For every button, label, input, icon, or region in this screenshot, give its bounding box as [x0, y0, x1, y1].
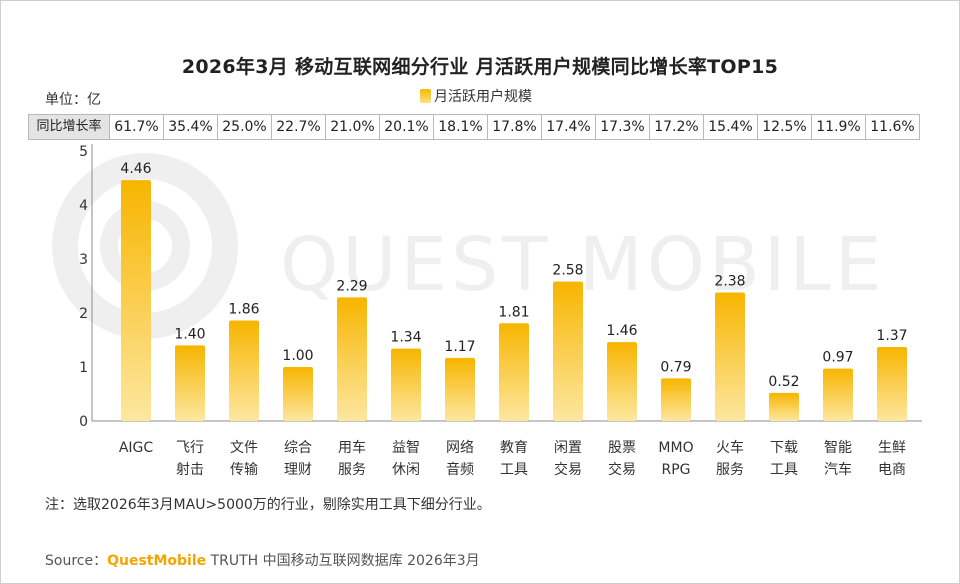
growth-rate-cell: 61.7% — [109, 115, 163, 139]
x-category-label: 交易 — [608, 461, 636, 478]
x-category-label: 电商 — [878, 462, 906, 478]
growth-rate-table: 同比增长率 61.7% 35.4% 25.0% 22.7% 21.0% 20.1% 18.1… — [28, 114, 920, 140]
growth-rate-cell: 17.8% — [487, 115, 541, 139]
bar-value-label: 1.46 — [606, 323, 637, 339]
x-category-label: 文件 — [230, 440, 258, 456]
bar-value-label: 2.38 — [714, 273, 745, 289]
x-category-label: 工具 — [770, 462, 798, 478]
bar-13 — [823, 368, 853, 421]
growth-rate-cell: 25.0% — [217, 115, 271, 139]
source-prefix: Source： — [45, 553, 108, 569]
bar-value-label: 1.37 — [876, 328, 907, 344]
bar-value-label: 1.40 — [174, 326, 205, 342]
x-category-label: 理财 — [284, 462, 312, 478]
x-category-label: 服务 — [716, 462, 744, 478]
x-category-label: 益智 — [392, 440, 420, 456]
legend-label: 月活跃用户规模 — [434, 89, 532, 105]
bar-value-label: 1.17 — [444, 339, 475, 355]
x-category-label: 工具 — [500, 462, 528, 478]
y-tick-label: 2 — [79, 306, 88, 322]
bar-1 — [175, 345, 205, 421]
y-tick-label: 5 — [79, 144, 88, 160]
bar-value-label: 1.34 — [390, 330, 421, 346]
bar-value-label: 0.79 — [660, 359, 691, 375]
y-tick-label: 3 — [79, 252, 88, 268]
bar-3 — [283, 367, 313, 421]
source-line: Source：QuestMobile TRUTH 中国移动互联网数据库 2026… — [45, 550, 480, 570]
chart-title: 2026年3月 移动互联网细分行业 月活跃用户规模同比增长率TOP15 — [181, 56, 779, 78]
x-category-label: 教育 — [500, 440, 528, 456]
y-tick-label: 4 — [79, 198, 88, 214]
growth-row-label: 同比增长率 — [29, 115, 109, 139]
bar-value-label: 2.29 — [336, 278, 367, 294]
x-category-label: 射击 — [176, 462, 204, 478]
x-category-label: 网络 — [446, 440, 474, 456]
growth-rate-cell: 21.0% — [325, 115, 379, 139]
bar-2 — [229, 320, 259, 421]
x-category-label: 用车 — [338, 439, 366, 456]
x-category-label: 交易 — [554, 461, 582, 478]
source-rest: TRUTH 中国移动互联网数据库 2026年3月 — [206, 553, 480, 569]
y-tick-label: 0 — [79, 414, 88, 430]
x-category-label: 服务 — [338, 462, 366, 478]
bar-10 — [661, 378, 691, 421]
x-category-label: 飞行 — [176, 440, 204, 456]
bar-8 — [553, 281, 583, 421]
growth-rate-cell: 11.9% — [811, 115, 865, 139]
bar-value-label: 0.97 — [822, 350, 853, 366]
bar-12 — [769, 392, 799, 421]
bar-5 — [391, 348, 421, 421]
bar-value-label: 1.86 — [228, 302, 259, 318]
x-category-label: RPG — [661, 462, 690, 478]
bar-value-label: 4.46 — [120, 161, 151, 177]
growth-rate-cell: 35.4% — [163, 115, 217, 139]
x-category-label: 传输 — [230, 462, 258, 478]
growth-rate-cell: 17.3% — [595, 115, 649, 139]
x-category-label: AIGC — [119, 440, 154, 456]
x-category-label: 综合 — [284, 440, 312, 456]
bar-11 — [715, 292, 745, 421]
growth-rate-cell: 17.4% — [541, 115, 595, 139]
bar-14 — [877, 347, 907, 421]
growth-rate-cell: 18.1% — [433, 115, 487, 139]
x-category-label: 生鲜 — [878, 440, 906, 456]
bar-value-label: 0.52 — [768, 374, 799, 390]
x-category-label: 音频 — [446, 461, 474, 478]
bar-7 — [499, 323, 529, 421]
bar-value-label: 2.58 — [552, 263, 583, 279]
unit-label: 单位：亿 — [45, 92, 101, 108]
bar-value-label: 1.81 — [498, 304, 529, 320]
x-category-label: 下载 — [770, 440, 798, 456]
bar-layer — [121, 180, 907, 421]
x-category-label: 闲置 — [554, 440, 582, 456]
bar-4 — [337, 297, 367, 421]
bar-6 — [445, 357, 475, 421]
growth-rate-cell: 11.6% — [865, 115, 919, 139]
bar-value-label: 1.00 — [282, 348, 313, 364]
source-brand: QuestMobile — [107, 553, 207, 569]
x-category-label: MMO — [658, 440, 693, 456]
x-category-label: 休闲 — [392, 462, 420, 478]
x-category-label: 火车 — [716, 439, 744, 456]
growth-rate-cell: 22.7% — [271, 115, 325, 139]
growth-rate-cell: 15.4% — [703, 115, 757, 139]
x-category-label: 汽车 — [824, 461, 852, 478]
growth-rate-cell: 20.1% — [379, 115, 433, 139]
growth-rate-cell: 12.5% — [757, 115, 811, 139]
bar-9 — [607, 342, 637, 421]
bar-0 — [121, 180, 151, 421]
x-category-label: 股票 — [608, 440, 636, 456]
legend-swatch — [420, 89, 431, 103]
footnote: 注：选取2026年3月MAU>5000万的行业，剔除实用工具下细分行业。 — [45, 497, 491, 513]
growth-rate-cell: 17.2% — [649, 115, 703, 139]
legend: 月活跃用户规模 — [420, 86, 532, 106]
y-tick-label: 1 — [79, 360, 88, 376]
x-category-label: 智能 — [824, 440, 852, 456]
